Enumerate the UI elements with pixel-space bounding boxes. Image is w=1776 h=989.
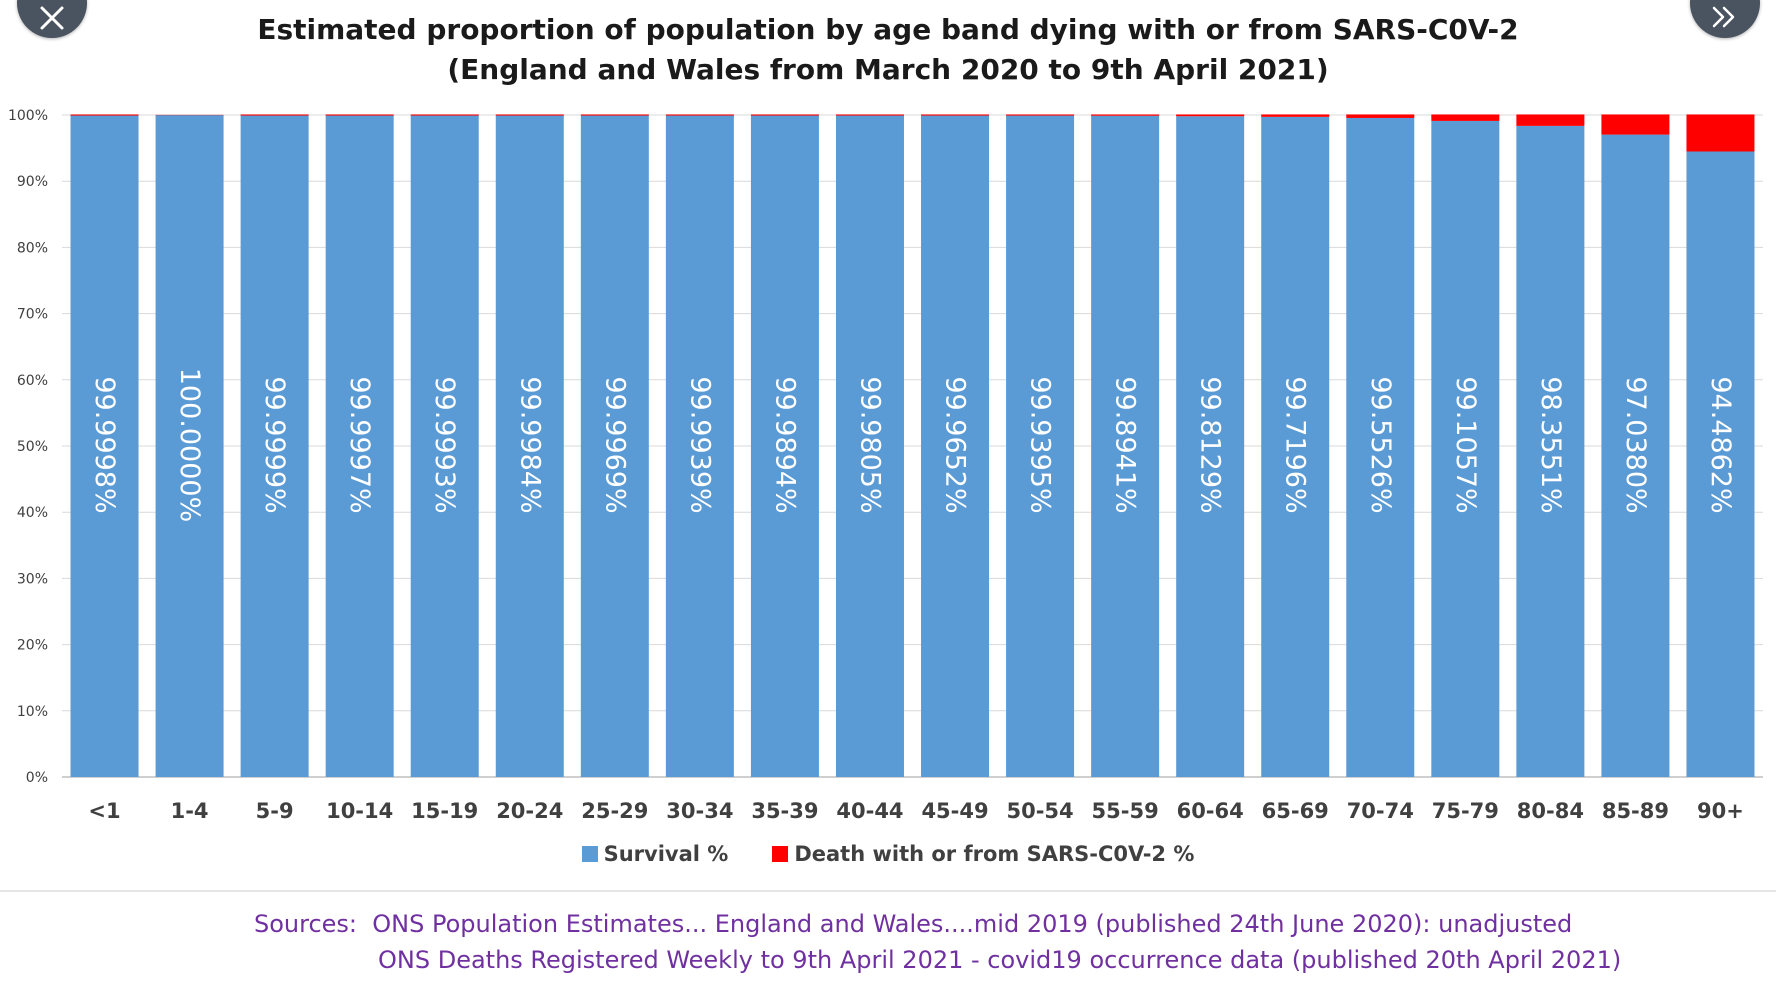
bar-survival xyxy=(1091,115,1160,778)
bar-survival xyxy=(495,115,564,777)
double-chevron-right-icon xyxy=(1712,6,1735,28)
x-tick-label: 50-54 xyxy=(1006,799,1073,823)
chart-title-line1: Estimated proportion of population by ag… xyxy=(257,13,1519,46)
bar-survival xyxy=(240,115,309,777)
y-tick-label: 10% xyxy=(17,704,48,720)
x-tick-label: 80-84 xyxy=(1517,799,1584,823)
bar-survival xyxy=(1261,116,1330,777)
legend-item-survival: Survival % xyxy=(581,842,729,866)
x-tick-label: 55-59 xyxy=(1092,799,1159,823)
bar-death xyxy=(1516,115,1585,126)
x-tick-label: 85-89 xyxy=(1602,799,1669,823)
bar-survival xyxy=(1431,120,1500,777)
next-button[interactable] xyxy=(1690,0,1760,38)
x-tick-label: 1-4 xyxy=(171,799,209,823)
x-tick-label: 25-29 xyxy=(581,799,648,823)
bar-death xyxy=(1261,115,1330,117)
data-label: 97.0380% xyxy=(1620,376,1651,513)
data-label: 99.9997% xyxy=(344,376,375,513)
bar-death xyxy=(1601,115,1670,135)
chart-title-line2: (England and Wales from March 2020 to 9t… xyxy=(447,53,1329,86)
x-tick-label: 60-64 xyxy=(1177,799,1244,823)
x-tick-label: 70-74 xyxy=(1347,799,1414,823)
y-tick-label: 90% xyxy=(17,174,48,190)
y-tick-label: 40% xyxy=(17,505,48,521)
x-tick-label: 65-69 xyxy=(1262,799,1329,823)
y-tick-label: 80% xyxy=(17,240,48,256)
data-label: 99.9894% xyxy=(769,376,800,513)
bar-survival xyxy=(921,115,990,778)
bar-death xyxy=(1431,115,1500,121)
data-label: 99.9998% xyxy=(89,376,120,513)
y-tick-label: 70% xyxy=(17,307,48,323)
data-label: 99.7196% xyxy=(1280,376,1311,513)
data-label: 99.9969% xyxy=(599,376,630,513)
x-tick-label: 35-39 xyxy=(751,799,818,823)
x-tick-label: 20-24 xyxy=(496,799,563,823)
data-label: 99.9984% xyxy=(514,376,545,513)
legend-item-death: Death with or from SARS-C0V-2 % xyxy=(772,842,1194,866)
data-label: 99.9939% xyxy=(684,376,715,513)
bar-death xyxy=(1176,115,1245,117)
bar-survival xyxy=(155,115,224,777)
x-tick-label: 5-9 xyxy=(256,799,294,823)
data-label: 99.9395% xyxy=(1025,376,1056,513)
data-label: 99.5526% xyxy=(1365,376,1396,513)
data-label: 99.9652% xyxy=(940,376,971,513)
data-label: 99.9805% xyxy=(854,376,885,513)
bar-survival xyxy=(580,115,649,778)
x-tick-label: <1 xyxy=(88,799,120,823)
bar-survival xyxy=(1006,115,1075,777)
legend-label-survival: Survival % xyxy=(603,842,729,866)
data-label: 99.8129% xyxy=(1195,376,1226,513)
y-tick-label: 60% xyxy=(17,373,48,389)
y-tick-label: 20% xyxy=(17,638,48,654)
data-label: 99.9993% xyxy=(429,376,460,513)
y-tick-label: 50% xyxy=(17,439,48,455)
data-label: 94.4862% xyxy=(1705,376,1736,513)
sources-line2: ONS Deaths Registered Weekly to 9th Apri… xyxy=(378,946,1622,974)
x-tick-label: 10-14 xyxy=(326,799,393,823)
y-tick-label: 30% xyxy=(17,571,48,587)
divider xyxy=(0,890,1776,892)
bar-survival xyxy=(70,115,139,777)
data-label: 98.3551% xyxy=(1535,376,1566,513)
bar-survival xyxy=(750,115,819,777)
chart-legend: Survival % Death with or from SARS-C0V-2… xyxy=(0,842,1776,866)
bar-survival xyxy=(410,115,479,777)
bar-survival xyxy=(835,115,904,777)
bar-survival xyxy=(1686,151,1755,778)
bar-survival xyxy=(1516,125,1585,778)
bar-survival xyxy=(325,115,394,778)
data-label: 99.9999% xyxy=(259,376,290,513)
legend-swatch-survival xyxy=(581,846,598,862)
bar-survival xyxy=(665,115,734,777)
data-label: 99.1057% xyxy=(1450,376,1481,513)
stacked-bar-chart: 0% 10% 20% 30% 40% 50% 60% 70% 80% 90% 100% 99.9998… xyxy=(8,108,1763,823)
y-tick-label: 0% xyxy=(26,770,48,786)
bar-survival xyxy=(1346,117,1415,777)
bar-survival xyxy=(1601,134,1670,777)
data-label: 100.0000% xyxy=(174,368,205,523)
x-tick-label: 45-49 xyxy=(921,799,988,823)
x-tick-label: 90+ xyxy=(1697,799,1744,823)
close-button[interactable] xyxy=(17,0,87,38)
x-tick-label: 75-79 xyxy=(1432,799,1499,823)
sources-line1: Sources: ONS Population Estimates... Eng… xyxy=(254,910,1573,938)
sources-note: Sources: ONS Population Estimates... Eng… xyxy=(254,906,1621,978)
bar-death xyxy=(1686,115,1755,152)
bar-survival xyxy=(1176,116,1245,778)
x-tick-label: 40-44 xyxy=(836,799,903,823)
y-tick-label: 100% xyxy=(8,108,48,124)
x-tick-label: 30-34 xyxy=(666,799,733,823)
bar-death xyxy=(1346,115,1415,118)
data-label: 99.8941% xyxy=(1110,376,1141,513)
legend-label-death: Death with or from SARS-C0V-2 % xyxy=(794,842,1195,866)
x-tick-label: 15-19 xyxy=(411,799,478,823)
close-icon xyxy=(40,6,64,30)
legend-swatch-death xyxy=(772,846,789,862)
